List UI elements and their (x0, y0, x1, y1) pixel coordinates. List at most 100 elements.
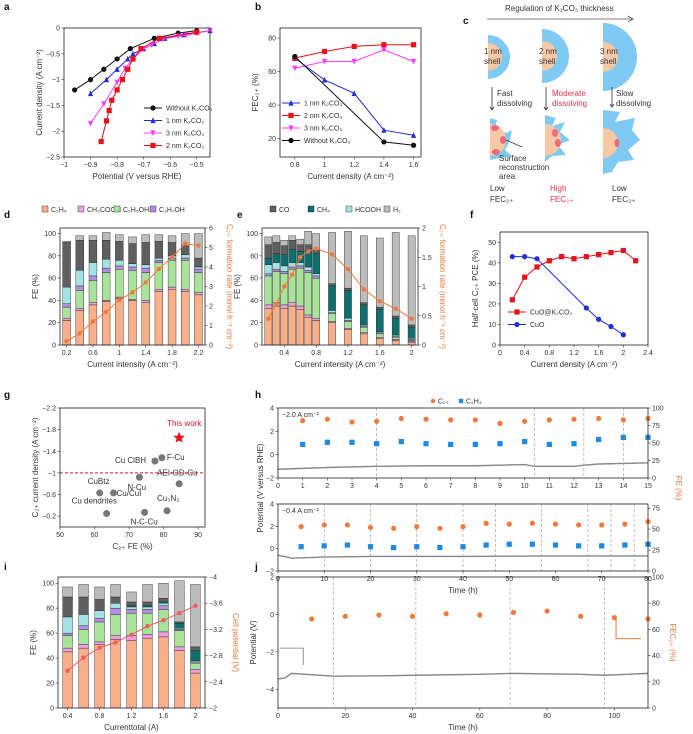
bar-segment-HCOOH (88, 262, 98, 277)
point-label: N-C-Cu (131, 517, 158, 526)
y-tick-label: 0 (270, 612, 274, 619)
data-point (506, 541, 512, 547)
bar-segment-CH4 (360, 304, 368, 326)
plot-frame (57, 576, 206, 709)
bar-segment-H2 (158, 583, 169, 599)
shell-size-3: 3 nm (600, 47, 618, 56)
y-tick-label: 0 (492, 343, 496, 350)
bar-segment-H2 (75, 235, 84, 241)
rate-point (193, 603, 198, 609)
data-point (571, 256, 577, 262)
panel-c-schematic: c Regulation of K₂CO₃ thickness 1 nm she… (463, 4, 651, 204)
bar-segment-C2H5OH (194, 272, 203, 293)
data-point (448, 417, 454, 423)
y-tick-label: −1 (48, 470, 56, 477)
y-tick-label: 0 (270, 546, 274, 553)
y-axis-label: FE (%) (31, 274, 40, 299)
rate-point (130, 290, 135, 295)
data-point (571, 416, 577, 422)
x-tick-label: 50 (56, 532, 64, 539)
point-label: Cu₃N₂ (157, 494, 179, 503)
bar-segment-HCOOH (62, 616, 73, 634)
x-tick-label: 0.8 (311, 350, 321, 357)
data-point (163, 507, 171, 515)
x-tick-label: 20 (341, 713, 349, 720)
data-point (141, 508, 149, 516)
data-point (398, 439, 404, 445)
bar-segment-H2 (115, 234, 124, 242)
rate-point (129, 632, 134, 637)
bar-segment-HCOOH (272, 262, 281, 270)
data-point (321, 48, 328, 55)
bar-segment-CH3COOH (174, 646, 185, 651)
y-tick-label: 40 (488, 260, 496, 267)
bar-segment-H2 (62, 241, 71, 243)
point-label: AEI-OD-Cu (157, 469, 197, 478)
bar-segment-CH3COOH (312, 318, 320, 321)
bar-segment-H2 (181, 233, 190, 247)
y-tick-label: 20 (488, 301, 496, 308)
annotation-pointer (505, 139, 523, 148)
bar-segment-C2H5OH (142, 612, 153, 635)
data-point (103, 118, 110, 124)
rate-point (169, 255, 175, 260)
y-tick-label: −2 (266, 476, 274, 483)
data-point (596, 252, 602, 258)
data-point (599, 543, 605, 549)
x-axis-label: Potential (V versus RHE) (93, 172, 182, 181)
annotation-line-3: area (499, 172, 516, 181)
data-point (522, 254, 528, 260)
data-point (173, 431, 185, 443)
data-point (423, 416, 429, 422)
y-tick-label: −0.6 (42, 492, 56, 499)
bar-segment-C2H5OH (304, 272, 312, 316)
y2-tick-label: 5 (209, 245, 213, 252)
data-point (510, 609, 517, 615)
x-tick-label: −1 (60, 162, 68, 169)
bar-segment-C2H5OH (328, 313, 336, 322)
bar-segment-HCOOH (194, 266, 203, 270)
data-point (583, 305, 589, 311)
data-point (349, 419, 355, 425)
legend-marker (150, 105, 156, 111)
point-label: Cu/CuI (117, 489, 142, 498)
data-point (410, 42, 417, 48)
outcome-3b: FEC₂₊ (612, 195, 635, 204)
data-point (367, 544, 374, 550)
legend-marker (288, 125, 294, 132)
shell-3nm (603, 23, 637, 91)
bar-segment-CH3COOH (296, 305, 305, 310)
shell-size-2: 2 nm (539, 47, 557, 56)
reconstructed-core-3 (603, 128, 618, 158)
rate-point (64, 338, 69, 344)
core-1nm (488, 43, 502, 71)
legend-marker (288, 112, 294, 119)
x-tick-label: 60 (552, 576, 560, 583)
rate-point (103, 309, 109, 315)
data-point (633, 258, 639, 264)
legend-swatch (269, 205, 277, 213)
data-point (125, 66, 131, 72)
outcome-3a: Low (612, 184, 627, 193)
bar-segment-C3H7OH (94, 617, 105, 623)
data-point (321, 522, 327, 528)
data-point (300, 441, 306, 447)
legend-swatch (41, 205, 49, 213)
x-tick-label: 90 (194, 532, 202, 539)
data-point (443, 611, 449, 617)
bar-segment-C2H4 (391, 340, 400, 346)
reconstruction-area-1b (500, 136, 506, 144)
chart-i: 0.4 0.8 1.2 1.6 2020406080100−2−2.4−2.8−3.2−… (29, 575, 240, 733)
plot-frame (499, 231, 649, 346)
rate-point (313, 246, 319, 251)
bar-segment-H2 (88, 235, 98, 241)
bar-segment-C3H7OH (158, 605, 169, 610)
plot-frame (279, 27, 422, 158)
bar-segment-CO (280, 245, 289, 255)
panel-label-j: j (254, 562, 258, 573)
bar-segment-CH4 (288, 248, 297, 263)
y-tick-label: −2.2 (42, 406, 56, 413)
data-point (135, 473, 143, 481)
x-tick-label: 1 (323, 162, 327, 169)
data-point (571, 441, 577, 447)
